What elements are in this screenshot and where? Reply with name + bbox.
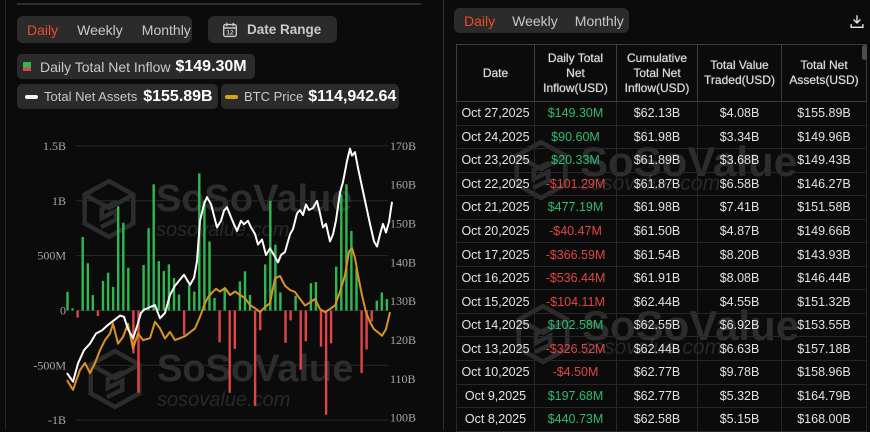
svg-text:170B: 170B — [390, 139, 416, 153]
svg-text:-1B: -1B — [48, 413, 66, 427]
svg-text:160B: 160B — [390, 178, 416, 192]
svg-text:1.5B: 1.5B — [43, 139, 66, 153]
svg-text:500M: 500M — [37, 249, 66, 263]
svg-text:120B: 120B — [390, 333, 416, 347]
svg-text:130B: 130B — [390, 294, 416, 308]
svg-text:12: 12 — [226, 29, 234, 36]
svg-text:1B: 1B — [52, 194, 66, 208]
svg-text:-500M: -500M — [33, 358, 66, 372]
svg-text:140B: 140B — [390, 255, 416, 269]
svg-text:150B: 150B — [390, 217, 416, 231]
svg-text:0: 0 — [60, 304, 66, 318]
svg-text:100B: 100B — [390, 411, 416, 425]
svg-text:110B: 110B — [390, 372, 416, 386]
